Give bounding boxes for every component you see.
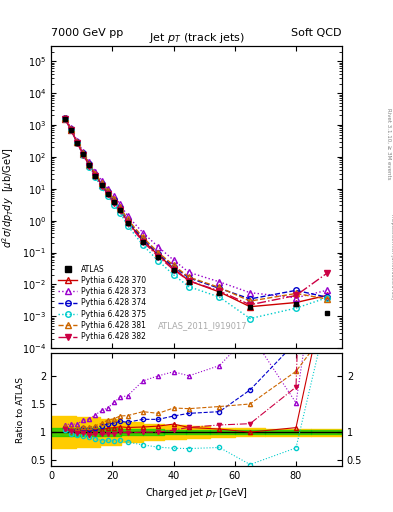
Text: 7000 GeV pp: 7000 GeV pp [51,28,123,38]
Y-axis label: Ratio to ATLAS: Ratio to ATLAS [16,377,25,442]
X-axis label: Charged jet $p_T$ [GeV]: Charged jet $p_T$ [GeV] [145,486,248,500]
Text: Soft QCD: Soft QCD [292,28,342,38]
Text: Rivet 3.1.10, ≥ 3M events: Rivet 3.1.10, ≥ 3M events [386,108,391,179]
Title: Jet $p_T$ (track jets): Jet $p_T$ (track jets) [149,31,244,45]
Text: mcplots.cern.ch [arXiv:1306.3436]: mcplots.cern.ch [arXiv:1306.3436] [390,214,393,298]
Y-axis label: $d^2\sigma/dp_{T}dy$  [$\mu$b/GeV]: $d^2\sigma/dp_{T}dy$ [$\mu$b/GeV] [1,147,17,247]
Legend: ATLAS, Pythia 6.428 370, Pythia 6.428 373, Pythia 6.428 374, Pythia 6.428 375, P: ATLAS, Pythia 6.428 370, Pythia 6.428 37… [55,262,149,345]
Text: ATLAS_2011_I919017: ATLAS_2011_I919017 [158,321,247,330]
